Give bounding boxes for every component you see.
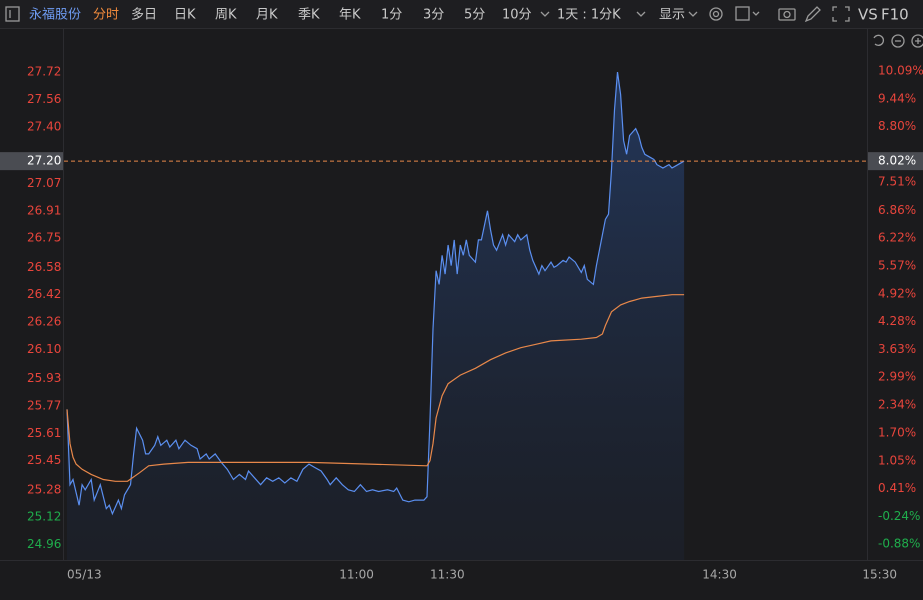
dropdown-arrow xyxy=(540,11,550,17)
y-tick-label: 26.42 xyxy=(27,287,61,301)
stock-name[interactable]: 永福股份 xyxy=(29,8,81,23)
y-tick-label: 27.40 xyxy=(27,119,61,133)
zoom-in-plus xyxy=(915,38,921,44)
y2-tick-label: 8.80% xyxy=(878,119,916,133)
y2-tick-label: 6.86% xyxy=(878,203,916,217)
x-tick-label: 05/13 xyxy=(67,568,102,582)
settings-icon[interactable] xyxy=(709,7,723,21)
y-tick-label: 26.58 xyxy=(27,260,61,274)
y2-tick-label: 6.22% xyxy=(878,230,916,244)
current-price-box xyxy=(0,152,63,171)
plot: 27.72 27.56 27.40 27.07 26.91 26.75 26.58 26.42… xyxy=(0,63,923,582)
y2-tick-label: 2.34% xyxy=(878,398,916,412)
y-tick-label: 26.26 xyxy=(27,315,61,329)
y2-tick-label: 1.05% xyxy=(878,453,916,467)
y-tick-label: 24.96 xyxy=(27,537,61,551)
pencil-icon[interactable] xyxy=(804,6,821,23)
y-tick-label: 27.72 xyxy=(27,65,61,79)
settings-icon-center xyxy=(712,10,720,18)
y2-tick-label: 0.41% xyxy=(878,481,916,495)
y-tick-label: 26.91 xyxy=(27,203,61,217)
fullscreen-icon[interactable] xyxy=(832,6,850,22)
shape-icon[interactable] xyxy=(735,6,750,21)
y-tick-label: 27.07 xyxy=(27,176,61,190)
tab[interactable]: 日K xyxy=(174,8,196,23)
y2-tick-label: 2.99% xyxy=(878,370,916,384)
dropdown-arrow xyxy=(636,11,646,17)
x-tick-label: 11:00 xyxy=(339,568,374,582)
current-change-box xyxy=(868,152,923,171)
camera-icon[interactable] xyxy=(778,8,796,21)
x-tick-label: 15:30 xyxy=(862,568,897,582)
panel-icon[interactable] xyxy=(5,6,20,22)
dropdown-arrow xyxy=(688,11,698,17)
x-tick-label: 11:30 xyxy=(430,568,465,582)
y-tick-label: 25.28 xyxy=(27,482,61,496)
y2-tick-label: -0.24% xyxy=(878,509,920,523)
reset-icon[interactable] xyxy=(873,34,884,46)
tab[interactable]: 5分 xyxy=(464,8,485,23)
interval-select[interactable]: 1天 : 1分K xyxy=(557,8,621,23)
display-button[interactable]: 显示 xyxy=(659,8,685,23)
y2-tick-label: 3.63% xyxy=(878,342,916,356)
f10-button[interactable]: F10 xyxy=(881,6,909,24)
y-tick-label: 26.10 xyxy=(27,342,61,356)
y2-tick-label: 5.57% xyxy=(878,258,916,272)
y2-tick-label: 10.09% xyxy=(878,63,923,77)
tab[interactable]: 年K xyxy=(339,8,361,23)
y2-tick-label: 4.28% xyxy=(878,314,916,328)
vs-button[interactable]: VS xyxy=(858,6,878,24)
current-price-label: 27.20 xyxy=(27,154,61,168)
tab[interactable]: 多日 xyxy=(131,7,157,23)
current-change-label: 8.02% xyxy=(878,154,916,168)
y2-tick-label: 1.70% xyxy=(878,425,916,439)
toolbar xyxy=(0,0,923,28)
y-tick-label: 25.45 xyxy=(27,453,61,467)
price-line xyxy=(66,72,685,516)
y2-tick-label: 7.51% xyxy=(878,175,916,189)
y-tick-label: 26.75 xyxy=(27,231,61,245)
y2-tick-label: -0.88% xyxy=(878,537,920,551)
y2-tick-label: 9.44% xyxy=(878,91,916,105)
x-tick-label: 14:30 xyxy=(702,568,737,582)
average-line xyxy=(66,294,685,482)
tabs: 分时 多日 日K 周K 月K 季K 年K 1分 3分 5分 10分 xyxy=(93,7,550,23)
tab[interactable]: 周K xyxy=(215,8,237,23)
tab[interactable]: 3分 xyxy=(423,8,444,23)
tab[interactable]: 月K xyxy=(256,8,278,23)
y-tick-label: 25.77 xyxy=(27,398,61,412)
y-tick-label: 27.56 xyxy=(27,92,61,106)
tab[interactable]: 分时 xyxy=(93,8,119,23)
price-area xyxy=(67,72,685,560)
camera-lens xyxy=(783,10,791,19)
dropdown-arrow xyxy=(752,11,760,16)
y-tick-label: 25.12 xyxy=(27,510,61,524)
y-tick-label: 25.93 xyxy=(27,371,61,385)
tab[interactable]: 季K xyxy=(298,8,320,23)
zoom-out-icon[interactable] xyxy=(891,34,905,48)
tab[interactable]: 1分 xyxy=(381,8,402,23)
y-tick-label: 25.61 xyxy=(27,426,61,440)
zoom-in-icon[interactable] xyxy=(911,34,923,48)
tab[interactable]: 10分 xyxy=(502,8,532,23)
y2-tick-label: 4.92% xyxy=(878,286,916,300)
